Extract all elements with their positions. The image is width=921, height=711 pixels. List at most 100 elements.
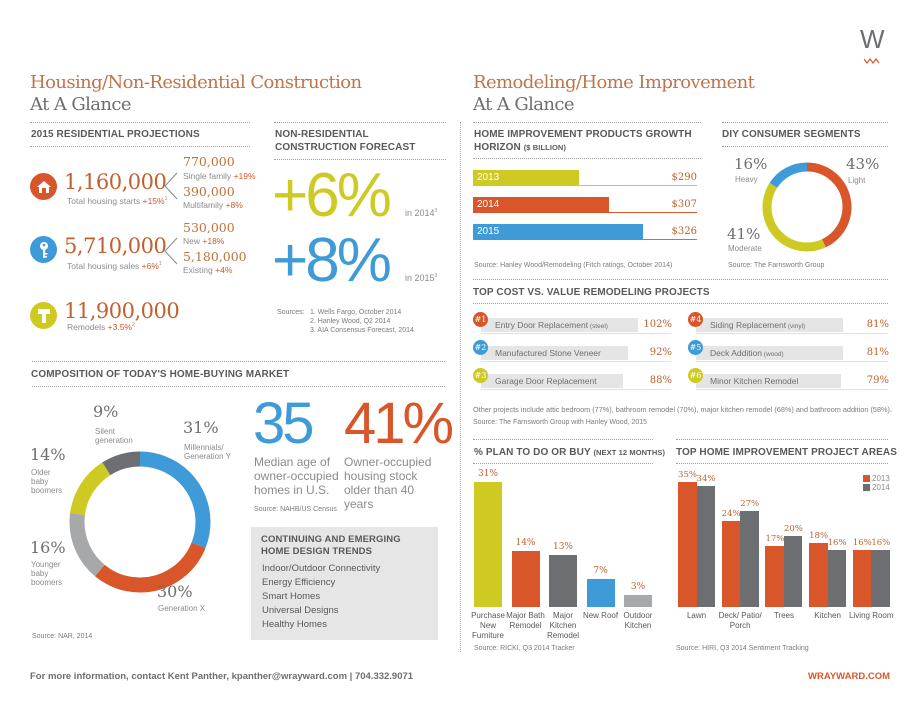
areas-bar-value: 16% <box>871 537 891 548</box>
project-name: Minor Kitchen Remodel <box>710 376 799 386</box>
nonres-source-3: 3. AIA Consensus Forecast, 2014 <box>310 327 414 334</box>
areas-bar-2013 <box>678 482 697 607</box>
diy-header: DIY CONSUMER SEGMENTS <box>722 129 861 140</box>
bar-value-label: $290 <box>671 172 697 183</box>
plan-bar-value: 13% <box>552 541 573 552</box>
divider <box>473 279 888 280</box>
left-title: Housing/Non-Residential Construction <box>30 72 362 93</box>
project-value: 102% <box>643 319 672 330</box>
logo-squiggle-icon <box>864 58 880 64</box>
project-detail: (steel) <box>588 323 608 330</box>
areas-bar-2014 <box>696 485 715 607</box>
slice-label: Moderate <box>728 244 762 253</box>
bar-value-label: $326 <box>671 226 697 237</box>
plan-category-label: Major Bath Remodel <box>506 611 545 630</box>
slice-label: Silent generation <box>95 427 133 445</box>
remodels-label: Remodels +3.5%2 <box>67 322 135 332</box>
divider <box>676 439 888 440</box>
legend-label-2014: 2014 <box>872 483 890 492</box>
areas-bar-2013 <box>809 542 828 607</box>
footer-site-link[interactable]: WRAYWARD.COM <box>808 671 890 682</box>
donut-slice-silent-generation <box>69 451 211 593</box>
rank-badge: #3 <box>473 368 488 383</box>
slice-label-value: 31% <box>183 418 219 437</box>
areas-bar-2013 <box>852 549 872 607</box>
project-name: Siding Replacement <box>710 320 787 330</box>
legend-label-2013: 2013 <box>872 474 890 483</box>
areas-bar-value: 18% <box>809 530 829 541</box>
right-subtitle: At A Glance <box>473 94 575 115</box>
areas-category-label: Trees <box>773 611 794 620</box>
slice-label-value: 30% <box>157 582 193 601</box>
legend-swatch-2013 <box>863 475 870 482</box>
nonres-2015-label: in 20153 <box>405 273 438 283</box>
single-family-label: Single family +19% <box>183 171 256 181</box>
areas-category-label: Living Room <box>849 611 894 620</box>
divider <box>473 303 888 304</box>
slice-label-value: 41% <box>727 225 761 243</box>
areas-bar-2014 <box>740 510 759 607</box>
plan-bar-value: 31% <box>477 469 498 479</box>
column-divider <box>460 122 461 652</box>
donut-slice-moderate <box>762 162 852 252</box>
single-family-value: 770,000 <box>183 154 235 169</box>
costvalue-header: TOP COST VS. VALUE REMODELING PROJECTS <box>473 287 710 298</box>
plan-bar <box>549 554 577 607</box>
new-sales-value: 530,000 <box>183 220 235 235</box>
plan-bar <box>511 550 540 607</box>
areas-category-label: Kitchen <box>814 611 841 620</box>
slice-label-value: 16% <box>734 155 768 173</box>
project-value: 92% <box>649 347 672 358</box>
median-age-value: 35 <box>253 391 314 456</box>
areas-bar-value: 20% <box>783 523 803 534</box>
right-title: Remodeling/Home Improvement <box>473 72 755 93</box>
areas-bar-2013 <box>765 546 784 607</box>
housing-starts-value: 1,160,000 <box>64 170 167 194</box>
areas-category-label: Lawn <box>686 611 707 620</box>
divider <box>473 158 701 159</box>
median-age-label: Median age of owner-occupied homes in U.… <box>254 455 339 497</box>
row-underline <box>696 333 888 334</box>
diy-donut-chart <box>762 162 852 252</box>
cost-value-project: Minor Kitchen Remodel <box>696 374 841 388</box>
divider <box>722 122 888 123</box>
rank-badge: #2 <box>473 340 488 355</box>
diy-source: Source: The Farnsworth Group <box>728 262 825 269</box>
divider <box>722 146 888 147</box>
row-underline <box>696 389 888 390</box>
project-value: 79% <box>866 375 889 386</box>
areas-bar-value: 34% <box>696 473 716 484</box>
trends-box <box>251 527 438 640</box>
divider <box>676 463 888 464</box>
home-buying-donut-chart <box>69 451 211 593</box>
rank-badge: #1 <box>473 312 488 327</box>
bracket-icon <box>164 172 178 200</box>
plan-header: % PLAN TO DO OR BUY (NEXT 12 MONTHS) <box>474 447 666 458</box>
areas-bar-value: 24% <box>721 509 741 520</box>
areas-category-label: Deck/ Patio/ Porch <box>718 611 762 630</box>
trends-title: CONTINUING AND EMERGING HOME DESIGN TREN… <box>261 534 401 557</box>
areas-bar-value: 17% <box>765 534 785 545</box>
market-source: Source: NAR, 2014 <box>32 633 93 640</box>
nonres-source-1: 1. Wells Fargo, October 2014 <box>310 309 402 316</box>
plan-category-label: Major Kitchen Remodel <box>546 611 579 640</box>
plan-category-label: Outdoor Kitchen <box>623 611 653 630</box>
divider <box>274 159 446 160</box>
plan-source: Source: RICKI, Q3 2014 Tracker <box>474 645 575 652</box>
plan-category-label: New Roof <box>582 611 619 620</box>
cost-value-project: Garage Door Replacement <box>481 374 623 388</box>
footer-contact[interactable]: For more information, contact Kent Panth… <box>30 671 414 682</box>
divider <box>32 386 445 387</box>
bar-2014: 2014 <box>473 197 610 213</box>
products-header: HOME IMPROVEMENT PRODUCTS GROWTH HORIZON… <box>474 129 692 153</box>
slice-label-value: 43% <box>846 155 880 173</box>
remodels-value: 11,900,000 <box>64 299 180 323</box>
older-stock-value: 41% <box>344 391 454 456</box>
divider <box>473 463 653 464</box>
areas-bar-value: 16% <box>827 537 847 548</box>
legend-swatch-2014 <box>863 484 870 491</box>
areas-bar-value: 27% <box>740 498 760 509</box>
project-value: 81% <box>866 347 889 358</box>
rank-badge: #6 <box>688 368 703 383</box>
project-name: Entry Door Replacement <box>495 320 589 330</box>
